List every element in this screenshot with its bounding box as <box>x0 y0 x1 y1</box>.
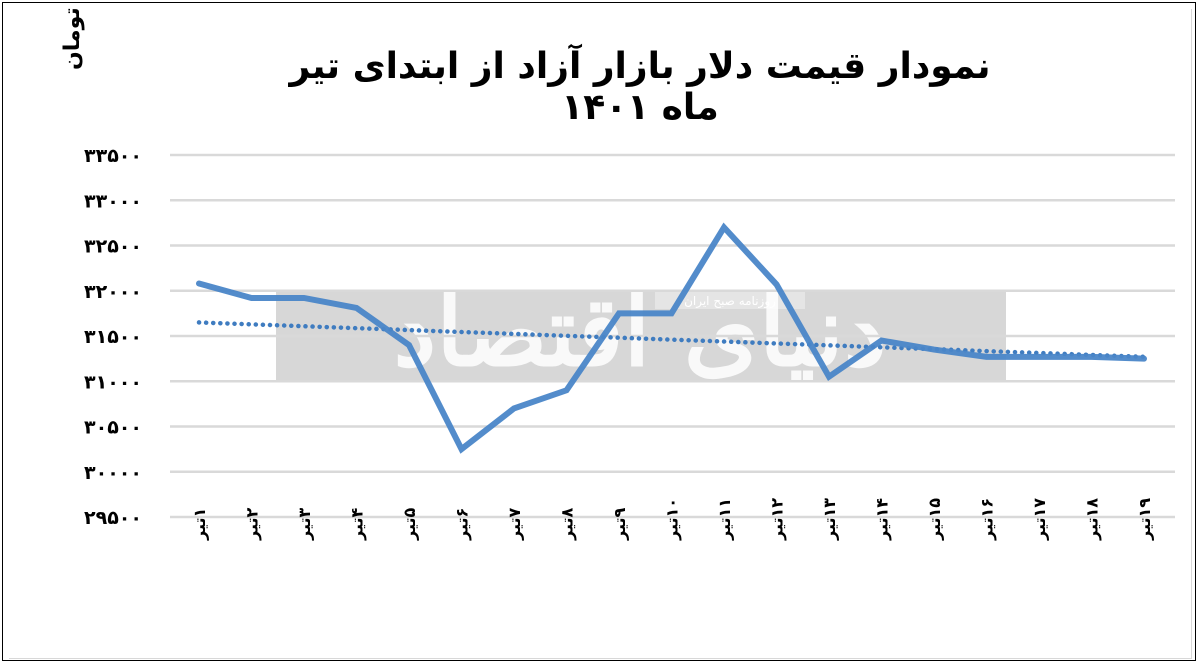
price-series-line <box>196 222 1147 454</box>
trendline-path <box>196 320 1147 360</box>
y-tick-label: ۳۰۵۰۰ <box>84 417 142 439</box>
y-tick-label: ۳۱۵۰۰ <box>84 326 142 348</box>
x-tick-label: ۱۲تیر <box>768 498 787 541</box>
x-tick-label: ۱۴تیر <box>873 498 892 541</box>
y-tick-label: ۲۹۵۰۰ <box>84 507 142 529</box>
x-tick-label: ۱۱تیر <box>715 498 734 541</box>
y-tick-label: ۳۳۰۰۰ <box>84 190 142 212</box>
x-tick-label: ۶تیر <box>453 508 472 541</box>
chart-inner-frame <box>9 9 1192 659</box>
x-tick-label: ۱۰تیر <box>663 498 682 541</box>
x-tick-label: ۱۶تیر <box>978 498 997 541</box>
y-tick-label: ۳۱۰۰۰ <box>84 371 142 393</box>
y-tick-label: ۳۰۰۰۰ <box>84 462 142 484</box>
y-tick-label: ۳۲۵۰۰ <box>84 236 142 258</box>
series-path <box>196 222 1147 454</box>
x-tick-label: ۷تیر <box>505 508 524 542</box>
chart-title: نمودار قیمت دلار بازار آزاد از ابتدای تی… <box>289 46 991 128</box>
gridlines <box>170 153 1175 519</box>
x-tick-label: ۸تیر <box>558 508 577 542</box>
trendline <box>196 320 1147 360</box>
x-tick-label: ۱۷تیر <box>1030 498 1049 541</box>
watermark-sub-box <box>655 291 805 309</box>
x-tick-label: ۲تیر <box>243 508 262 542</box>
x-tick-label: ۵تیر <box>400 508 419 542</box>
x-tick-label: ۹تیر <box>610 508 629 542</box>
y-tick-label: ۳۲۰۰۰ <box>84 281 142 303</box>
y-axis-tick-labels: ۲۹۵۰۰ ۳۰۰۰۰ ۳۰۵۰۰ ۳۱۰۰۰ ۳۱۵۰۰ ۳۲۰۰۰ ۳۲۵۰۰ ۳۳۰۰۰… <box>84 145 142 529</box>
x-tick-label: ۱۳تیر <box>820 498 839 541</box>
y-tick-label: ۳۳۵۰۰ <box>84 145 142 167</box>
x-tick-label: ۴تیر <box>348 508 367 542</box>
x-tick-label: ۱۹تیر <box>1135 498 1154 541</box>
x-tick-label: ۳تیر <box>295 508 314 542</box>
x-tick-label: ۱۸تیر <box>1083 498 1102 541</box>
x-axis-tick-labels: ۱تیر ۲تیر ۳تیر ۴تیر ۵تیر ۶تیر ۷تیر ۸تیر ۹تیر ۱۰تی… <box>190 498 1154 541</box>
x-tick-label: ۱تیر <box>190 508 209 541</box>
x-tick-label: ۱۵تیر <box>925 498 944 541</box>
watermark-subtext: روزنامه صبح ایران <box>684 294 776 309</box>
